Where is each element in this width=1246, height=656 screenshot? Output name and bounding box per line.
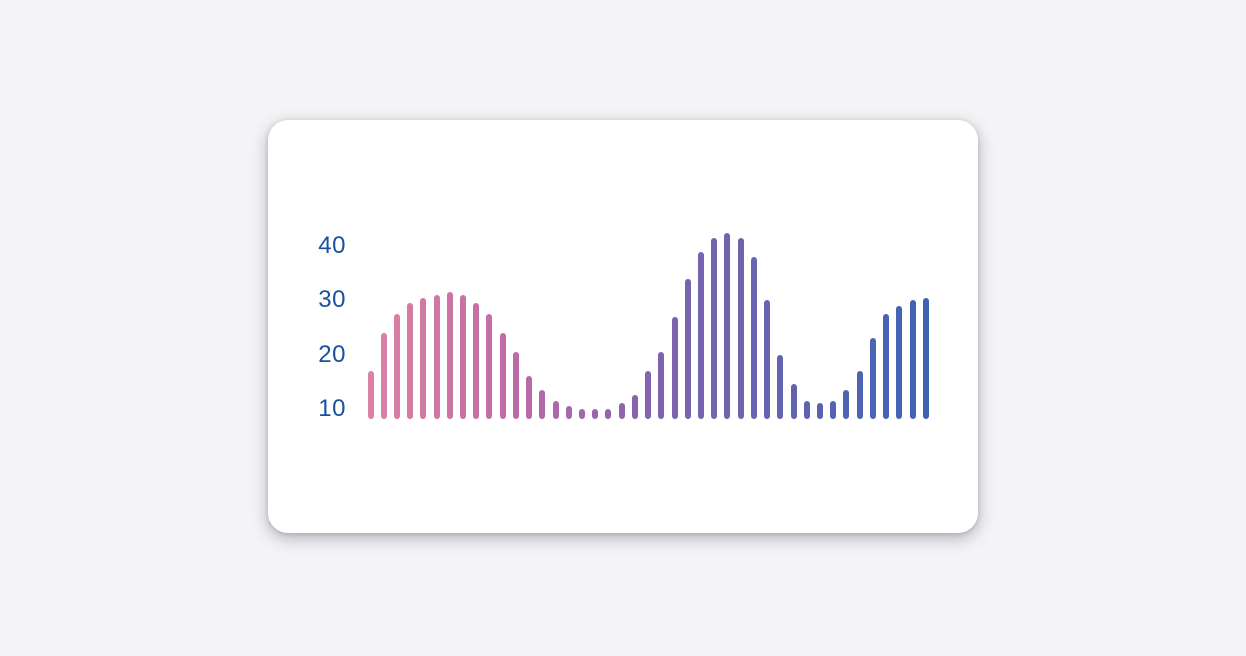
bar [473, 303, 480, 419]
bar [486, 313, 493, 419]
bar [393, 313, 400, 419]
bar [367, 370, 374, 419]
bar [803, 400, 810, 419]
bar [856, 370, 863, 419]
bar [790, 384, 797, 419]
bar [764, 300, 771, 419]
bar [777, 354, 784, 419]
bar [830, 400, 837, 419]
bar [579, 408, 586, 419]
bar [750, 256, 757, 419]
bar [684, 278, 691, 419]
bar [724, 232, 731, 419]
bar [407, 303, 414, 419]
y-tick-label: 40 [318, 232, 346, 260]
y-tick-label: 10 [318, 394, 346, 422]
bar [671, 316, 678, 419]
bar [711, 237, 718, 419]
bar [552, 400, 559, 419]
bar [645, 370, 652, 419]
bar [843, 389, 850, 419]
bar [592, 408, 599, 419]
bar [526, 376, 533, 419]
bar [658, 351, 665, 419]
y-tick-label: 30 [318, 286, 346, 314]
bar [539, 389, 546, 419]
bar-chart: 40 30 20 10 [268, 120, 978, 533]
bar [605, 408, 612, 419]
bar [922, 297, 929, 419]
bar [737, 237, 744, 419]
bar [698, 251, 704, 419]
bar [618, 403, 625, 419]
bar [565, 405, 572, 419]
bar [420, 297, 427, 419]
bar [433, 294, 440, 419]
bar [631, 395, 638, 419]
bar [816, 403, 823, 419]
bar [460, 294, 467, 419]
y-tick-label: 20 [318, 340, 346, 368]
chart-card: 40 30 20 10 [268, 120, 978, 533]
bar [883, 313, 890, 419]
bar [896, 305, 903, 419]
bar [380, 332, 387, 419]
bar [446, 292, 453, 419]
bar [909, 300, 916, 419]
bar [869, 338, 876, 419]
bar [499, 332, 506, 419]
bar [512, 351, 519, 419]
